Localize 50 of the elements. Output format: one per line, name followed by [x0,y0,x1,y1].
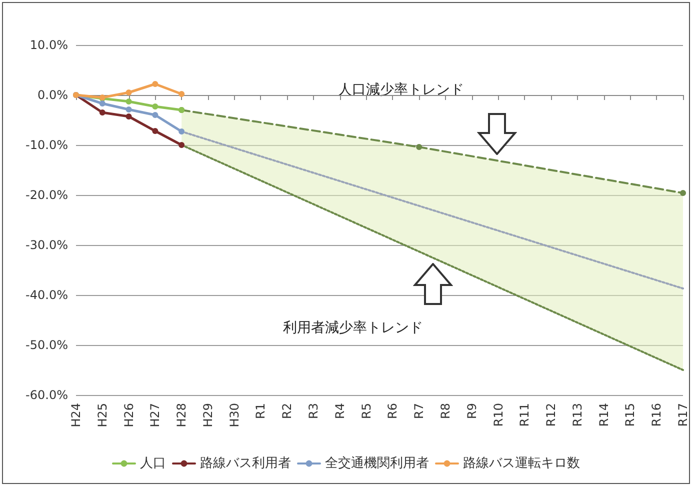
point [178,128,185,134]
y-tick-label: -10.0% [26,138,68,152]
y-tick-label: -50.0% [26,338,68,352]
x-tick-label: R12 [544,403,558,427]
legend-label: 路線バス利用者 [200,456,291,471]
x-tick-label: R3 [306,403,321,419]
point [178,142,185,148]
legend-label: 路線バス運転キロ数 [463,456,580,471]
point [152,112,158,118]
y-tick-label: 10.0% [30,38,68,52]
x-tick-label: R10 [491,403,506,427]
y-tick-label: -40.0% [26,288,68,302]
legend-label: 全交通機関利用者 [325,455,429,471]
annotation: 利用者減少率トレンド [283,320,423,336]
x-tick-label: R5 [359,403,374,419]
x-tick-label: R7 [412,403,426,419]
x-tick-label: H27 [148,403,162,428]
x-tick-label: R1 [254,403,268,419]
x-tick-label: R13 [570,403,584,427]
y-tick-label: -60.0% [26,388,68,402]
x-tick-label: R11 [518,403,532,427]
x-tick-label: R2 [280,403,294,419]
x-tick-label: R8 [438,403,452,419]
x-tick-label: H28 [174,403,189,428]
point [178,91,185,97]
x-tick-label: H25 [95,403,110,428]
legend-label: 人口 [140,456,166,471]
x-tick-label: R15 [623,403,638,427]
y-tick-label: -30.0% [26,238,68,252]
x-tick-label: R16 [650,403,664,427]
point [126,98,132,104]
x-tick-label: R4 [332,403,347,419]
point [126,114,132,120]
y-tick-label: 0.0% [38,88,68,102]
x-tick-label: R6 [386,403,400,419]
point [152,128,158,134]
point [152,104,158,110]
point [126,106,132,112]
point [99,100,106,106]
x-tick-label: H30 [227,403,242,428]
y-tick-label: -20.0% [26,188,68,202]
x-tick-label: H29 [200,403,215,428]
x-tick-label: R9 [464,403,479,419]
x-tick-label: R14 [596,403,611,427]
x-tick-label: H26 [122,403,136,428]
point [126,90,132,96]
point [152,81,158,87]
x-tick-label: R17 [676,403,690,427]
x-tick-label: H24 [69,403,83,428]
point [99,110,106,116]
